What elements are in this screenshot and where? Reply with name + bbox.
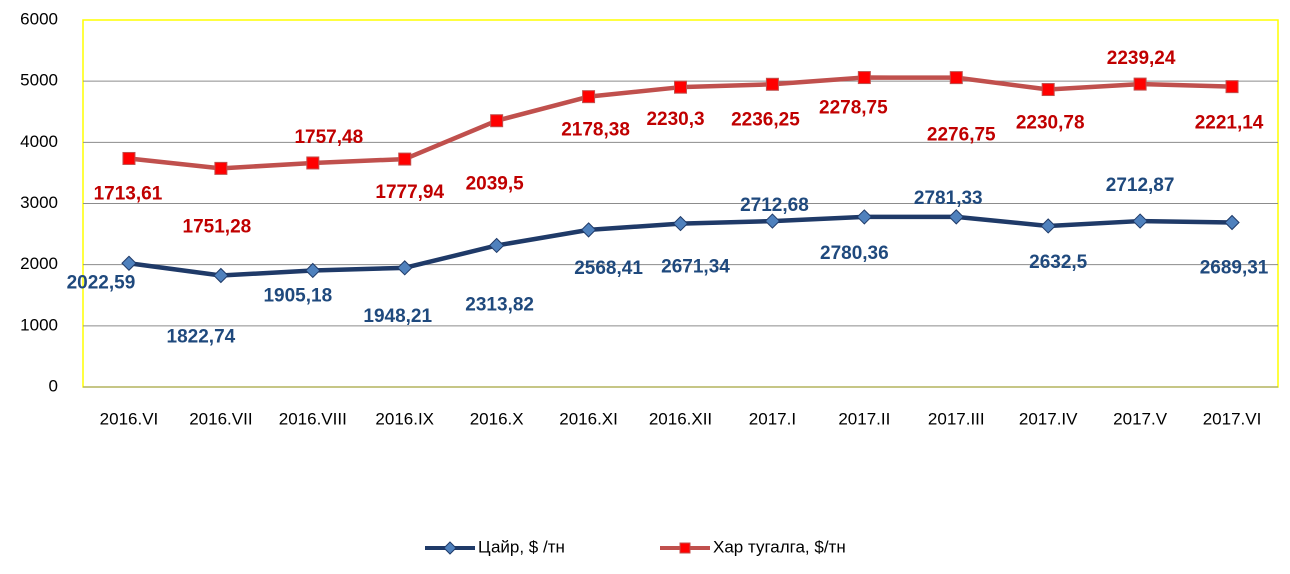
data-label: 2278,75 [819, 98, 888, 119]
data-label: 2671,34 [661, 257, 730, 278]
data-label: 2780,36 [820, 243, 889, 264]
point-marker [580, 222, 597, 238]
point-marker [948, 209, 964, 225]
point-marker [672, 215, 689, 232]
point-marker [1132, 213, 1148, 229]
data-label: 1757,48 [294, 127, 363, 148]
y-tick-label: 4000 [20, 132, 58, 151]
x-tick-label: 2016.VII [189, 409, 252, 428]
data-label: 2568,41 [574, 258, 643, 279]
legend-marker [443, 541, 457, 555]
data-label: 1822,74 [167, 327, 236, 348]
x-tick-label: 2017.III [928, 409, 985, 428]
data-label: 2221,14 [1195, 113, 1264, 134]
y-tick-label: 1000 [20, 315, 58, 334]
x-tick-label: 2017.V [1113, 409, 1168, 428]
data-label: 2632,5 [1029, 252, 1088, 273]
data-label: 2178,38 [561, 120, 630, 141]
x-tick-label: 2017.II [838, 409, 890, 428]
x-tick-label: 2016.XII [649, 409, 712, 428]
data-label: 2712,87 [1106, 175, 1175, 196]
point-marker [121, 255, 137, 271]
point-marker [1041, 83, 1055, 97]
data-label: 2689,31 [1200, 258, 1269, 279]
point-marker [122, 151, 136, 165]
x-tick-label: 2017.I [749, 409, 796, 428]
data-label: 1751,28 [183, 216, 252, 237]
data-label: 1905,18 [263, 285, 332, 306]
legend-label: Хар тугалга, $/тн [713, 537, 846, 556]
x-tick-label: 2016.XI [559, 409, 618, 428]
y-tick-label: 6000 [20, 9, 58, 28]
x-tick-label: 2016.VI [100, 409, 159, 428]
y-tick-label: 0 [49, 376, 58, 395]
point-marker [1133, 77, 1147, 91]
data-label: 2039,5 [466, 174, 525, 195]
point-marker [490, 114, 504, 128]
x-tick-label: 2017.VI [1203, 409, 1262, 428]
point-marker [397, 260, 413, 276]
point-marker [765, 77, 779, 91]
data-label: 2239,24 [1107, 48, 1176, 69]
point-marker [582, 90, 596, 104]
x-tick-label: 2016.VIII [279, 409, 347, 428]
data-label: 1713,61 [94, 183, 163, 204]
point-marker [305, 262, 321, 279]
point-marker [213, 267, 229, 284]
legend-label: Цайр, $ /тн [478, 537, 565, 556]
point-marker [1040, 218, 1056, 234]
point-marker [674, 80, 687, 94]
data-label: 1948,21 [363, 306, 432, 327]
x-tick-label: 2016.IX [375, 409, 434, 428]
data-label: 2230,78 [1016, 113, 1085, 134]
legend-marker [679, 542, 691, 554]
point-marker [764, 213, 781, 229]
point-marker [856, 209, 873, 225]
point-marker [857, 71, 871, 85]
point-marker [488, 237, 505, 254]
data-label: 2022,59 [67, 272, 136, 293]
data-label: 1777,94 [375, 182, 444, 203]
data-label: 2781,33 [914, 188, 983, 209]
data-label: 2236,25 [731, 109, 800, 130]
point-marker [398, 152, 412, 166]
point-marker [949, 71, 963, 85]
data-label: 2712,68 [740, 195, 809, 216]
point-marker [306, 156, 320, 170]
point-marker [1224, 214, 1240, 231]
point-marker [214, 161, 228, 175]
data-label: 2276,75 [927, 125, 996, 146]
data-label: 2230,3 [646, 109, 704, 130]
x-tick-label: 2017.IV [1019, 409, 1078, 428]
point-marker [1225, 80, 1239, 94]
y-tick-label: 5000 [20, 71, 58, 90]
x-tick-label: 2016.X [470, 409, 524, 428]
y-tick-label: 3000 [20, 193, 58, 212]
data-label: 2313,82 [465, 294, 534, 315]
y-tick-label: 2000 [20, 254, 58, 273]
